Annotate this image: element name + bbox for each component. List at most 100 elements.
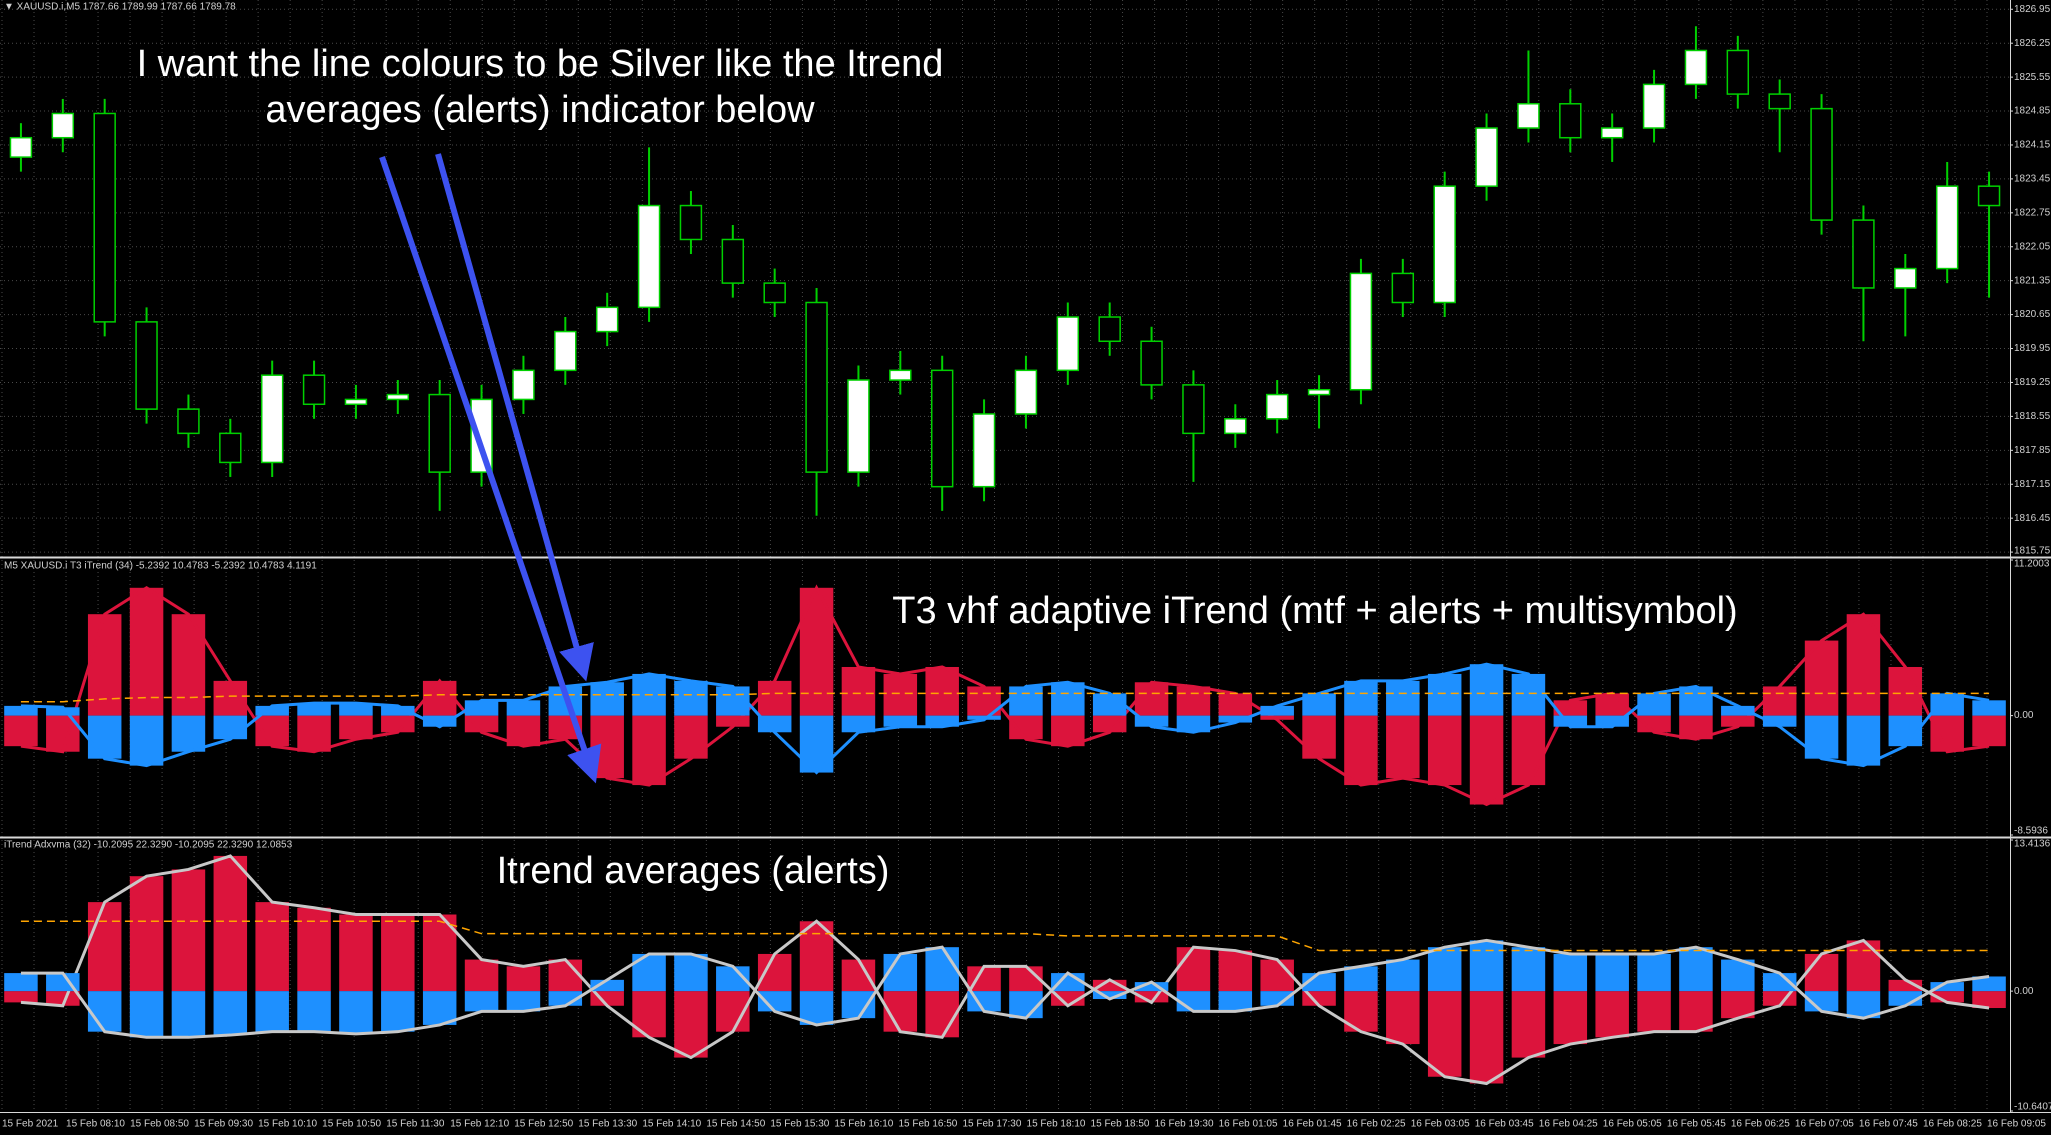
histogram-bar bbox=[1386, 680, 1420, 716]
histogram-bar bbox=[967, 715, 1001, 720]
histogram-bar bbox=[925, 947, 959, 992]
y-tick-label: 0.00 bbox=[2014, 710, 2034, 721]
y-tick-label: 1824.85 bbox=[2014, 106, 2051, 117]
histogram-bar bbox=[632, 715, 666, 786]
histogram-bar bbox=[1804, 715, 1839, 759]
histogram-bar bbox=[716, 715, 750, 727]
histogram-bar bbox=[841, 959, 876, 992]
marks bbox=[4, 26, 2006, 1086]
histogram-bar bbox=[1218, 715, 1253, 723]
histogram-bar bbox=[674, 680, 708, 716]
histogram-bar bbox=[1804, 953, 1839, 992]
candle-body bbox=[1559, 103, 1582, 139]
histogram-bar bbox=[381, 914, 415, 992]
candle-body bbox=[1894, 267, 1917, 289]
histogram-bar bbox=[799, 715, 834, 773]
histogram-bar bbox=[255, 715, 289, 747]
histogram-bar bbox=[297, 703, 331, 716]
y-tick-label: 1820.65 bbox=[2014, 309, 2051, 320]
x-tick-label: 16 Feb 05:45 bbox=[1667, 1119, 1726, 1130]
histogram-bar bbox=[171, 614, 206, 716]
candle-body bbox=[637, 204, 661, 309]
annotation: averages (alerts) indicator below bbox=[265, 89, 815, 131]
histogram-bar bbox=[1846, 715, 1881, 766]
y-tick-label: 1823.45 bbox=[2014, 174, 2051, 185]
panel-title: iTrend Adxvma (32) -10.2095 22.3290 -10.… bbox=[4, 840, 293, 851]
histogram-bar bbox=[4, 991, 38, 1003]
histogram-bar bbox=[1469, 664, 1504, 716]
candle-body bbox=[260, 374, 284, 464]
x-tick-label: 16 Feb 07:45 bbox=[1859, 1119, 1918, 1130]
histogram-bar bbox=[464, 991, 499, 1012]
histogram-bar bbox=[1846, 940, 1881, 992]
histogram-bar bbox=[1092, 715, 1127, 733]
histogram-bar bbox=[422, 991, 457, 1025]
candle-body bbox=[1140, 340, 1163, 386]
y-tick-label: 13.4136 bbox=[2014, 839, 2051, 850]
histogram-bar bbox=[129, 991, 164, 1038]
candle-body bbox=[512, 369, 535, 401]
histogram-bar bbox=[841, 991, 876, 1019]
histogram-bar bbox=[1386, 959, 1420, 992]
candle-body bbox=[1056, 316, 1080, 372]
y-tick-label: 1822.05 bbox=[2014, 241, 2051, 252]
signal-line bbox=[20, 692, 1990, 703]
histogram-bar bbox=[1511, 991, 1546, 1058]
histogram-bar bbox=[506, 991, 541, 1012]
x-tick-label: 16 Feb 01:05 bbox=[1219, 1119, 1278, 1130]
histogram-bar bbox=[1427, 991, 1462, 1077]
y-tick-label: 1819.25 bbox=[2014, 377, 2051, 388]
x-tick-label: 15 Feb 10:50 bbox=[322, 1119, 381, 1130]
x-tick-label: 16 Feb 01:45 bbox=[1283, 1119, 1342, 1130]
histogram-bar bbox=[674, 715, 708, 759]
candle-body bbox=[344, 398, 368, 406]
histogram-bar bbox=[1637, 991, 1671, 1032]
y-tick-label: 1815.75 bbox=[2014, 546, 2051, 557]
candle-body bbox=[595, 306, 619, 333]
histogram-bar bbox=[1386, 715, 1420, 779]
histogram-bar bbox=[1595, 693, 1629, 716]
candle-body bbox=[1475, 127, 1498, 187]
histogram-bar bbox=[381, 705, 415, 716]
histogram-bar bbox=[1637, 953, 1671, 992]
histogram-bar bbox=[1762, 715, 1797, 727]
candle-body bbox=[554, 330, 577, 372]
candle-body bbox=[219, 432, 242, 464]
candle-body bbox=[1307, 388, 1331, 396]
histogram-bar bbox=[883, 715, 918, 727]
histogram-bar bbox=[422, 715, 457, 727]
candle-body bbox=[470, 398, 493, 473]
histogram-bar bbox=[1134, 991, 1169, 1003]
histogram-bar bbox=[1762, 686, 1797, 716]
histogram-bar bbox=[422, 680, 457, 716]
histogram-bar bbox=[1176, 686, 1211, 716]
histogram-bar bbox=[339, 715, 373, 740]
x-tick-label: 16 Feb 08:25 bbox=[1923, 1119, 1982, 1130]
y-tick-label: 11.2003 bbox=[2014, 559, 2050, 570]
histogram-bar bbox=[87, 991, 122, 1032]
histogram-bar bbox=[1344, 680, 1378, 716]
candle-body bbox=[930, 369, 954, 488]
histogram-bar bbox=[1595, 953, 1629, 992]
y-tick-label: 1817.15 bbox=[2014, 479, 2051, 490]
histogram-bar bbox=[255, 902, 289, 992]
candle-body bbox=[679, 204, 703, 241]
histogram-bar bbox=[1972, 715, 2006, 747]
histogram-bar bbox=[339, 703, 373, 716]
histogram-bar bbox=[4, 715, 38, 747]
histogram-bar bbox=[1888, 979, 1923, 992]
x-tick-label: 16 Feb 09:05 bbox=[1987, 1119, 2046, 1130]
histogram-bar bbox=[1511, 947, 1546, 992]
candle-body bbox=[302, 374, 326, 406]
histogram-bar bbox=[255, 991, 289, 1032]
histogram-bar bbox=[1721, 715, 1755, 727]
histogram-bar bbox=[757, 953, 792, 992]
histogram-outline bbox=[20, 938, 1990, 1039]
histogram-bar bbox=[1846, 614, 1881, 716]
histogram-bar bbox=[674, 991, 708, 1058]
histogram-bar bbox=[1051, 682, 1085, 716]
histogram-bar bbox=[841, 666, 876, 716]
candle-body bbox=[1098, 316, 1121, 343]
histogram-bar bbox=[4, 973, 38, 992]
histogram-bar bbox=[129, 587, 164, 716]
